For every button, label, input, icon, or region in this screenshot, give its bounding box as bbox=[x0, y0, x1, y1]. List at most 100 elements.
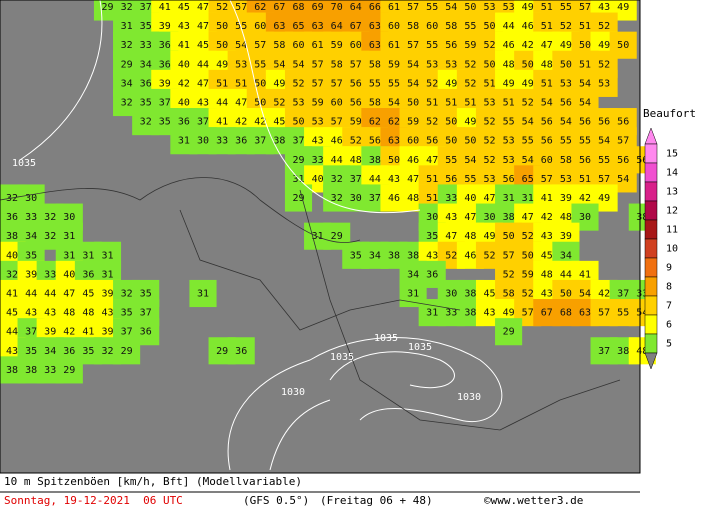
wind-value: 54 bbox=[579, 289, 591, 300]
wind-value: 68 bbox=[292, 2, 304, 13]
wind-value: 53 bbox=[560, 174, 572, 185]
wind-value: 38 bbox=[369, 155, 381, 166]
wind-value: 55 bbox=[598, 155, 610, 166]
wind-value: 52 bbox=[522, 231, 534, 242]
wind-value: 50 bbox=[216, 21, 228, 32]
wind-value: 53 bbox=[483, 174, 495, 185]
wind-value: 30 bbox=[445, 289, 457, 300]
legend-label: 15 bbox=[666, 149, 678, 160]
wind-value: 42 bbox=[63, 327, 75, 338]
wind-value: 57 bbox=[579, 2, 591, 13]
legend-swatch bbox=[644, 257, 658, 278]
wind-value: 55 bbox=[388, 78, 400, 89]
wind-value: 54 bbox=[579, 78, 591, 89]
wind-value: 38 bbox=[388, 250, 400, 261]
wind-value: 43 bbox=[25, 308, 37, 319]
wind-value: 58 bbox=[369, 98, 381, 109]
wind-value: 54 bbox=[636, 308, 648, 319]
wind-value: 29 bbox=[121, 346, 133, 357]
wind-value: 68 bbox=[560, 308, 572, 319]
wind-cell bbox=[189, 279, 217, 308]
wind-value: 50 bbox=[464, 136, 476, 147]
legend-label: 13 bbox=[666, 187, 678, 198]
wind-value: 47 bbox=[426, 155, 438, 166]
wind-value: 54 bbox=[464, 155, 476, 166]
wind-value: 43 bbox=[312, 136, 324, 147]
wind-value: 49 bbox=[560, 40, 572, 51]
wind-value: 43 bbox=[388, 174, 400, 185]
wind-value: 52 bbox=[598, 59, 610, 70]
wind-value: 55 bbox=[464, 21, 476, 32]
wind-value: 35 bbox=[140, 21, 152, 32]
wind-value: 35 bbox=[350, 250, 362, 261]
wind-value: 53 bbox=[426, 59, 438, 70]
wind-value: 56 bbox=[503, 174, 515, 185]
wind-value: 43 bbox=[445, 212, 457, 223]
wind-value: 36 bbox=[63, 346, 75, 357]
wind-value: 46 bbox=[464, 250, 476, 261]
wind-value: 29 bbox=[503, 327, 515, 338]
wind-value: 33 bbox=[216, 136, 228, 147]
wind-value: 50 bbox=[483, 59, 495, 70]
wind-value: 37 bbox=[617, 289, 629, 300]
wind-value: 60 bbox=[388, 21, 400, 32]
wind-value: 38 bbox=[617, 346, 629, 357]
legend-label: 12 bbox=[666, 206, 678, 217]
wind-value: 39 bbox=[159, 21, 171, 32]
wind-value: 64 bbox=[350, 2, 362, 13]
wind-value: 52 bbox=[426, 78, 438, 89]
wind-value: 43 bbox=[541, 289, 553, 300]
wind-value: 56 bbox=[426, 136, 438, 147]
isobar bbox=[227, 337, 503, 471]
wind-value: 47 bbox=[197, 78, 209, 89]
wind-value: 43 bbox=[483, 308, 495, 319]
wind-value: 40 bbox=[178, 59, 190, 70]
wind-value: 43 bbox=[178, 21, 190, 32]
wind-value: 60 bbox=[254, 21, 266, 32]
wind-value: 40 bbox=[6, 250, 18, 261]
wind-value: 49 bbox=[598, 193, 610, 204]
wind-value: 37 bbox=[159, 98, 171, 109]
wind-value: 33 bbox=[312, 155, 324, 166]
wind-value: 45 bbox=[541, 250, 553, 261]
legend-label: 10 bbox=[666, 244, 678, 255]
wind-value: 40 bbox=[312, 174, 324, 185]
wind-value: 29 bbox=[292, 193, 304, 204]
wind-value: 50 bbox=[560, 289, 572, 300]
wind-value: 39 bbox=[159, 78, 171, 89]
legend-label: 14 bbox=[666, 168, 678, 179]
wind-value: 36 bbox=[140, 78, 152, 89]
wind-value: 39 bbox=[44, 327, 56, 338]
wind-value: 57 bbox=[312, 78, 324, 89]
wind-value: 30 bbox=[63, 212, 75, 223]
wind-value: 48 bbox=[541, 269, 553, 280]
wind-value: 30 bbox=[350, 193, 362, 204]
wind-value: 53 bbox=[483, 2, 495, 13]
wind-value: 56 bbox=[579, 117, 591, 128]
wind-value: 43 bbox=[197, 98, 209, 109]
wind-value: 36 bbox=[235, 136, 247, 147]
wind-value: 39 bbox=[25, 269, 37, 280]
legend-swatch bbox=[644, 162, 658, 183]
isobar-label: 1030 bbox=[281, 387, 305, 398]
wind-value: 35 bbox=[25, 346, 37, 357]
wind-value: 30 bbox=[25, 193, 37, 204]
wind-value: 54 bbox=[445, 2, 457, 13]
wind-value: 49 bbox=[503, 78, 515, 89]
wind-value: 55 bbox=[426, 40, 438, 51]
wind-value: 53 bbox=[503, 136, 515, 147]
wind-value: 31 bbox=[82, 250, 94, 261]
wind-value: 66 bbox=[369, 2, 381, 13]
wind-value: 32 bbox=[140, 117, 152, 128]
wind-value: 52 bbox=[522, 289, 534, 300]
wind-value: 49 bbox=[503, 308, 515, 319]
wind-value: 30 bbox=[426, 212, 438, 223]
wind-value: 57 bbox=[331, 117, 343, 128]
wind-value: 31 bbox=[101, 269, 113, 280]
wind-value: 54 bbox=[292, 59, 304, 70]
wind-value: 53 bbox=[312, 117, 324, 128]
wind-value: 49 bbox=[598, 40, 610, 51]
wind-value: 38 bbox=[464, 289, 476, 300]
wind-value: 44 bbox=[331, 155, 343, 166]
wind-value: 41 bbox=[216, 117, 228, 128]
